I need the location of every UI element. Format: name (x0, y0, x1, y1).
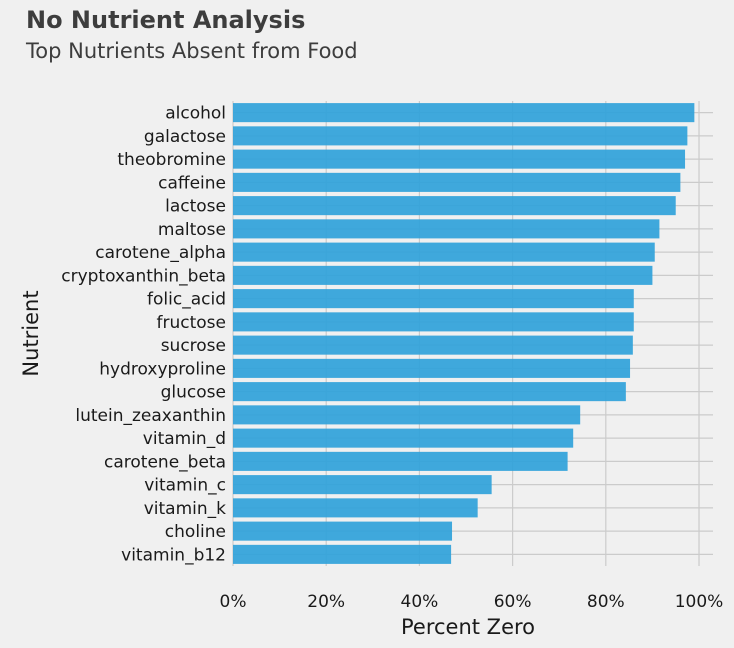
y-tick-label: vitamin_k (144, 499, 226, 519)
bar-lactose (233, 196, 676, 216)
bar-vitamin-d (233, 428, 574, 448)
y-tick-label: caffeine (158, 173, 226, 193)
y-tick-label: cryptoxanthin_beta (61, 266, 226, 286)
bar-carotene-alpha (233, 242, 655, 262)
x-tick-label: 20% (307, 592, 345, 612)
y-tick-label: carotene_alpha (95, 243, 226, 263)
bar-hydroxyproline (233, 358, 631, 378)
bar-choline (233, 521, 453, 541)
y-tick-label: vitamin_d (143, 429, 226, 449)
bar-alcohol (233, 103, 695, 123)
y-tick-label: vitamin_b12 (121, 545, 226, 565)
y-tick-label: maltose (158, 220, 226, 240)
y-tick-label: hydroxyproline (99, 359, 226, 379)
y-axis-title: Nutrient (19, 290, 43, 376)
y-tick-label: glucose (161, 383, 226, 403)
bar-fructose (233, 312, 634, 332)
y-tick-label: lactose (165, 197, 226, 217)
x-tick-label: 60% (494, 592, 532, 612)
bar-vitamin-c (233, 475, 492, 495)
bar-caffeine (233, 172, 681, 192)
bar-lutein-zeaxanthin (233, 405, 581, 425)
y-tick-label: carotene_beta (104, 452, 226, 472)
chart-title: No Nutrient Analysis (26, 6, 306, 34)
bar-carotene-beta (233, 451, 568, 471)
bar-folic-acid (233, 289, 634, 309)
y-tick-label: fructose (157, 313, 226, 333)
bar-vitamin-k (233, 498, 478, 518)
bar-maltose (233, 219, 660, 239)
bar-vitamin-b12 (233, 544, 452, 564)
bar-glucose (233, 382, 626, 402)
x-tick-label: 80% (587, 592, 625, 612)
chart-subtitle: Top Nutrients Absent from Food (26, 39, 358, 63)
x-tick-label: 40% (401, 592, 439, 612)
y-tick-label: choline (165, 522, 226, 542)
x-tick-label: 100% (675, 592, 724, 612)
bar-cryptoxanthin-beta (233, 265, 653, 285)
bar-theobromine (233, 149, 686, 169)
y-tick-label: lutein_zeaxanthin (75, 406, 226, 426)
y-tick-label: sucrose (161, 336, 226, 356)
grid-layer (232, 101, 713, 566)
y-tick-label: vitamin_c (144, 476, 226, 496)
category-label-layer: alcohol galactose theobromine caffeine lacto… (61, 104, 226, 566)
x-tick-label-layer: 0% 20% 40% 60% 80% 100% (220, 592, 724, 612)
bar-sucrose (233, 335, 633, 355)
x-axis-title: Percent Zero (401, 615, 535, 639)
y-tick-label: theobromine (117, 150, 226, 170)
y-tick-label: alcohol (165, 104, 226, 124)
bar-layer (233, 103, 695, 564)
x-tick-label: 0% (220, 592, 247, 612)
y-tick-label: galactose (144, 127, 226, 147)
bar-galactose (233, 126, 688, 146)
y-tick-label: folic_acid (147, 290, 226, 310)
